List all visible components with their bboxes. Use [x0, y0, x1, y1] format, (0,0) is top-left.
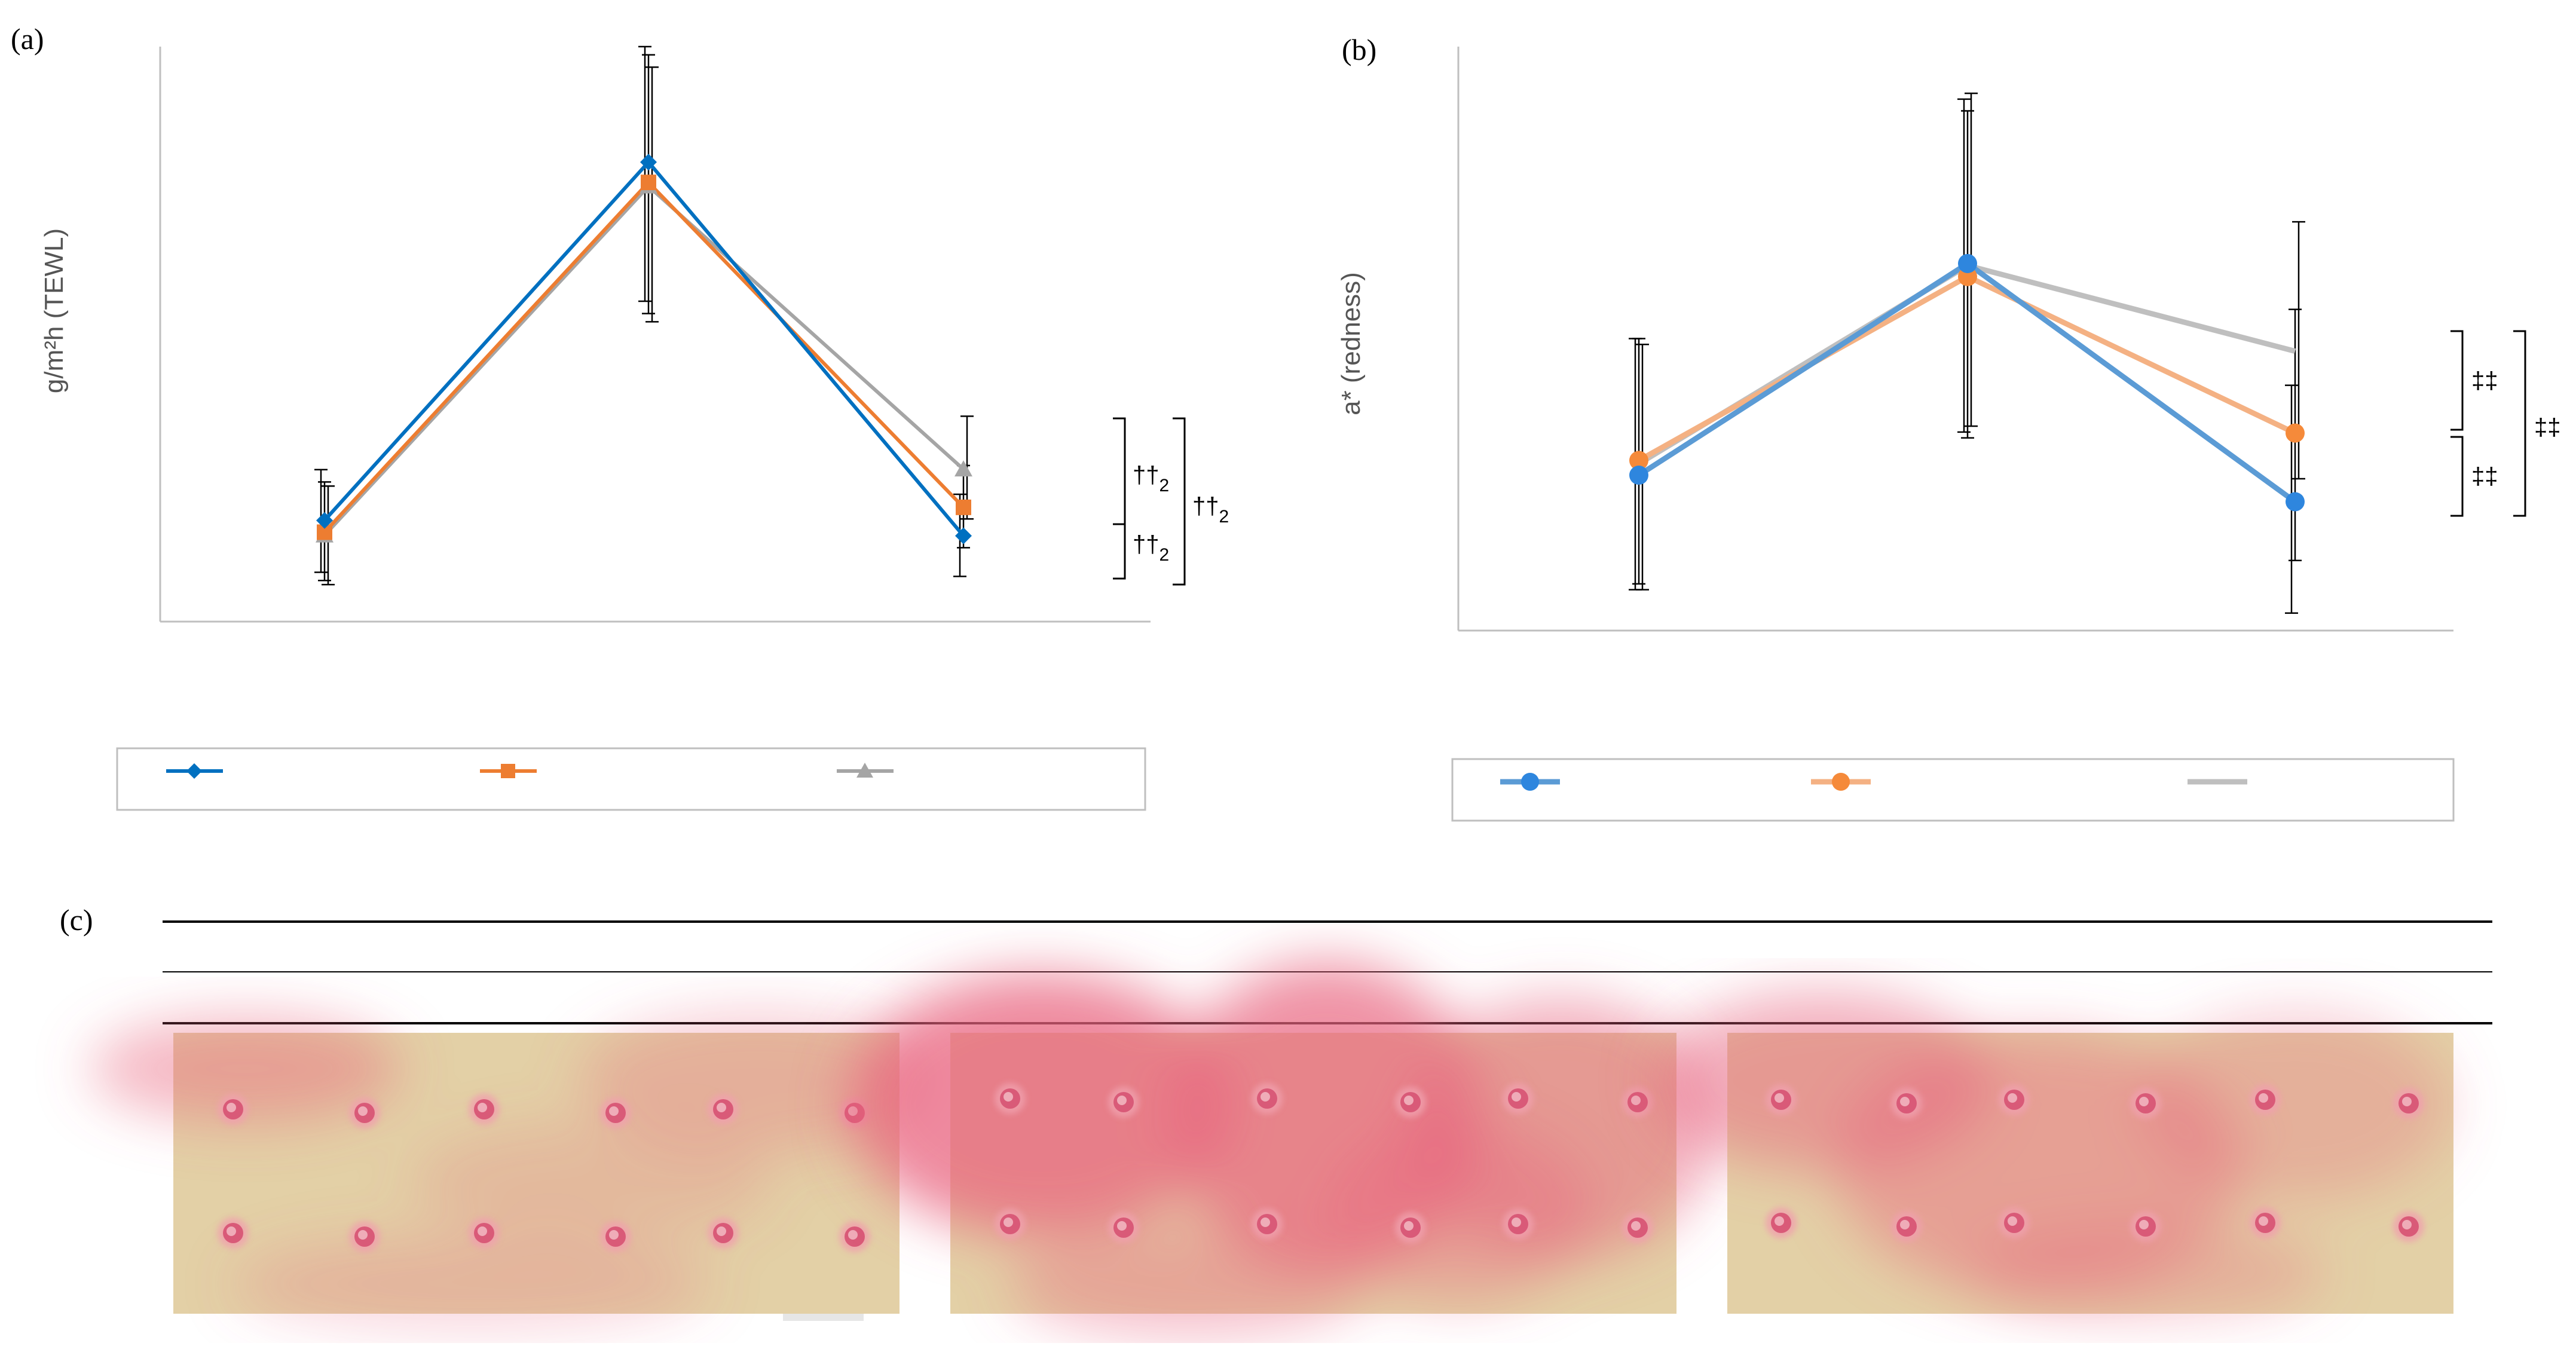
patch-site-highlight-1-4-0	[1512, 1092, 1521, 1102]
patch-site-highlight-0-1-1	[358, 1230, 368, 1240]
data-point-test-product-1	[640, 154, 657, 171]
patch-site-highlight-2-4-0	[2259, 1093, 2268, 1103]
patch-site-highlight-2-2-1	[2008, 1216, 2017, 1226]
patch-site-highlight-1-1-1	[1117, 1221, 1127, 1231]
legend-marker-control-product	[1832, 773, 1850, 791]
data-point-control-product-2	[956, 499, 971, 515]
bracket-nonapplied-test	[1173, 417, 1186, 586]
patch-site-highlight-0-1-0	[358, 1106, 368, 1116]
data-point-control-product-0	[1629, 451, 1648, 470]
legend-marker-non-applied	[856, 763, 873, 778]
tewl-y-axis-label: g/m²h (TEWL)	[39, 228, 69, 393]
patch-site-highlight-2-2-0	[2008, 1093, 2017, 1103]
data-point-test-product-1	[1958, 253, 1977, 273]
data-point-non-applied-2	[954, 460, 972, 477]
legend-marker-test-product	[186, 763, 202, 779]
bracket-nonapplied-test	[2513, 330, 2526, 517]
patch-site-highlight-1-0-1	[1004, 1217, 1013, 1227]
patch-site-highlight-1-2-1	[1261, 1217, 1270, 1227]
data-point-test-product-2	[2286, 492, 2305, 512]
patch-site-highlight-0-5-1	[848, 1230, 858, 1240]
patch-site-highlight-0-0-1	[227, 1226, 236, 1236]
patch-site-highlight-1-5-0	[1631, 1096, 1641, 1105]
patch-site-highlight-0-4-1	[717, 1226, 726, 1236]
redness-y-axis-label: a* (redness)	[1336, 272, 1366, 415]
tewl-legend	[116, 747, 1146, 811]
redness-blotch-0-1	[233, 1236, 711, 1332]
redness-legend	[1451, 758, 2455, 822]
tewl-significance-brackets: ††2 ††2 ††2	[1113, 417, 1229, 586]
patch-site-highlight-2-1-0	[1900, 1097, 1910, 1106]
redness-blotch-1-0	[849, 973, 1231, 1236]
patch-site-highlight-0-3-0	[609, 1106, 619, 1116]
tewl-legend-box	[116, 747, 1146, 811]
patch-site-highlight-0-3-1	[609, 1230, 619, 1240]
patch-site-highlight-1-0-0	[1004, 1092, 1013, 1102]
legend-marker-control-product	[501, 764, 515, 778]
redness-significance-brackets: ‡‡ ‡‡ ‡‡	[2450, 330, 2561, 517]
bracket-label-nonapplied-control: ‡‡	[2471, 368, 2498, 394]
series-line-non-applied	[323, 184, 965, 537]
bracket-label-nonapplied-test: ‡‡	[2534, 414, 2561, 440]
series-line-control-product	[323, 181, 965, 534]
patch-site-highlight-0-0-0	[227, 1103, 236, 1112]
tewl-chart: (a) g/m²h (TEWL) ††2 ††2 ††2	[11, 22, 1229, 811]
patch-site-highlight-2-0-1	[1775, 1216, 1784, 1226]
patch-site-highlight-2-3-0	[2139, 1097, 2149, 1106]
redness-blotch-1-3	[1010, 1230, 1369, 1338]
patch-site-highlight-1-1-0	[1117, 1096, 1127, 1105]
patch-site-highlight-2-0-0	[1775, 1093, 1784, 1103]
patch-site-highlight-1-3-1	[1404, 1221, 1414, 1231]
patch-site-highlight-1-4-1	[1512, 1217, 1521, 1227]
redness-chart: (b) a* (redness) ‡‡ ‡‡ ‡‡	[1336, 33, 2561, 822]
panel-c-label: (c)	[60, 903, 93, 937]
data-point-test-product-0	[1629, 466, 1648, 485]
panel-b-label: (b)	[1342, 33, 1376, 66]
patch-site-highlight-0-4-0	[717, 1103, 726, 1112]
series-line-test-product	[323, 160, 965, 537]
patch-site-highlight-0-2-0	[478, 1103, 487, 1112]
panel-a-label: (a)	[11, 22, 44, 56]
patch-site-highlight-1-5-1	[1631, 1221, 1641, 1231]
bracket-nonapplied-control	[1113, 417, 1126, 525]
bracket-label-control-test: ††2	[1133, 531, 1169, 565]
bracket-control-test	[2450, 436, 2464, 517]
redness-blotch-1-4	[1327, 1122, 1590, 1302]
data-point-control-product-2	[2286, 423, 2305, 443]
patch-site-highlight-0-2-1	[478, 1226, 487, 1236]
bracket-label-nonapplied-control: ††2	[1133, 462, 1169, 495]
patch-site-highlight-2-3-1	[2139, 1220, 2149, 1229]
data-point-test-product-0	[316, 512, 333, 529]
redness-blotch-2-3	[1966, 1224, 2325, 1320]
redness-blotch-2-2	[2140, 1009, 2450, 1200]
patch-site-highlight-2-5-1	[2402, 1220, 2412, 1229]
bracket-label-nonapplied-test: ††2	[1192, 493, 1229, 527]
photo-edge-artifact	[783, 1314, 864, 1321]
redness-blotch-0-0	[90, 1015, 400, 1122]
redness-blotch-0-3	[412, 1122, 771, 1242]
redness-blotches-1	[849, 961, 1715, 1338]
patch-site-highlight-1-3-0	[1404, 1096, 1414, 1105]
bracket-label-control-test: ‡‡	[2471, 463, 2498, 490]
data-point-control-product-1	[641, 175, 656, 191]
patch-site-highlight-2-5-0	[2402, 1097, 2412, 1106]
bracket-control-test	[1113, 523, 1126, 580]
patch-site-highlight-2-4-1	[2259, 1216, 2268, 1226]
bracket-nonapplied-control	[2450, 330, 2464, 431]
legend-marker-test-product	[1521, 773, 1539, 791]
patch-site-highlight-1-2-0	[1261, 1092, 1270, 1102]
patch-site-highlight-2-1-1	[1900, 1220, 1910, 1229]
redness-legend-box	[1451, 758, 2455, 822]
skin-photo-panel: (c)	[60, 903, 2492, 1338]
data-point-test-product-2	[955, 527, 972, 544]
